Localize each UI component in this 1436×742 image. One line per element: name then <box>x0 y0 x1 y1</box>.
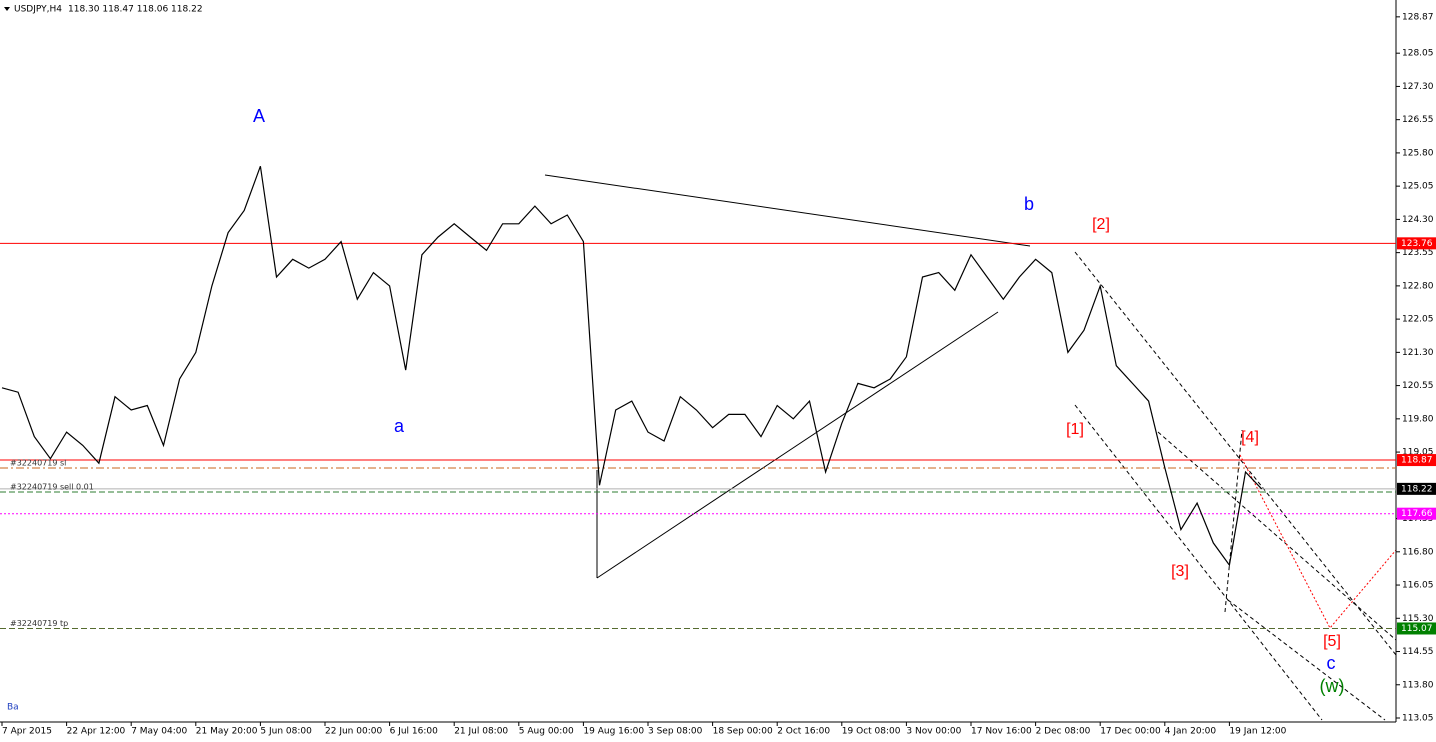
y-tick-label: 114.55 <box>1402 647 1434 657</box>
y-tick-label: 115.30 <box>1402 614 1434 624</box>
y-tick-label: 125.80 <box>1402 148 1434 158</box>
x-tick-label: 19 Aug 16:00 <box>583 727 644 737</box>
y-tick-label: 120.55 <box>1402 381 1434 391</box>
trend-line <box>544 174 1031 247</box>
y-tick-label: 113.80 <box>1402 680 1434 690</box>
price-tag <box>1397 454 1436 467</box>
order-label: #32240719 sl <box>10 459 66 468</box>
x-tick-label: 18 Sep 00:00 <box>713 727 773 737</box>
y-tick-label: 126.55 <box>1402 115 1434 125</box>
y-tick-label: 116.05 <box>1402 581 1434 591</box>
channel-line <box>1157 431 1397 641</box>
trend-line <box>596 311 999 579</box>
x-tick-label: 6 Jul 16:00 <box>390 727 439 737</box>
wave-label: [1] <box>1066 421 1084 438</box>
y-tick-label: 128.05 <box>1402 49 1434 59</box>
header-symbol: USDJPY,H4 <box>14 5 62 15</box>
y-tick-label: 122.05 <box>1402 315 1434 325</box>
drawings <box>544 174 1397 721</box>
wave-label: [2] <box>1092 216 1110 233</box>
wave-label: b <box>1024 194 1034 214</box>
wave-label: a <box>394 416 405 436</box>
menu-arrow <box>4 7 10 11</box>
x-tick-label: 4 Jan 20:00 <box>1165 727 1217 737</box>
wave-label: [4] <box>1241 429 1259 446</box>
price-tag <box>1397 622 1436 635</box>
x-tick-label: 19 Oct 08:00 <box>842 727 901 737</box>
y-tick-label: 121.30 <box>1402 348 1434 358</box>
x-tick-label: 3 Nov 00:00 <box>906 727 961 737</box>
y-tick-label: 116.80 <box>1402 547 1434 557</box>
wave-label: (w) <box>1320 676 1345 696</box>
channel-line <box>1224 429 1243 613</box>
price-tag-label: 117.66 <box>1401 509 1433 519</box>
x-tick-label: 5 Jun 08:00 <box>260 727 312 737</box>
channel-line <box>1227 599 1386 721</box>
y-tick-label: 127.30 <box>1402 82 1434 92</box>
x-tick-label: 22 Jun 00:00 <box>325 727 382 737</box>
y-tick-label: 119.80 <box>1402 414 1434 424</box>
y-tick-label: 119.05 <box>1402 448 1434 458</box>
wave-label: [3] <box>1171 563 1189 580</box>
x-tick-label: 2 Dec 08:00 <box>1036 727 1091 737</box>
x-tick-label: 17 Dec 00:00 <box>1100 727 1161 737</box>
x-tick-label: 17 Nov 16:00 <box>971 727 1032 737</box>
channel-line <box>1074 404 1323 721</box>
corner-text: Ba <box>7 703 19 713</box>
y-tick-label: 125.05 <box>1402 182 1434 192</box>
x-tick-label: 21 Jul 08:00 <box>454 727 508 737</box>
x-tick-label: 5 Aug 00:00 <box>519 727 574 737</box>
y-tick-label: 124.30 <box>1402 215 1434 225</box>
price-tag <box>1397 482 1436 495</box>
wave-label: c <box>1327 653 1336 673</box>
x-tick-label: 19 Jan 12:00 <box>1229 727 1286 737</box>
channel-line <box>1074 251 1397 656</box>
price-tag-label: 118.22 <box>1401 484 1433 494</box>
price-tag <box>1397 507 1436 520</box>
x-tick-label: 3 Sep 08:00 <box>648 727 703 737</box>
wave-label: A <box>253 106 265 126</box>
y-tick-label: 128.87 <box>1402 12 1434 22</box>
price-tag-label: 123.76 <box>1401 239 1433 249</box>
price-tag <box>1397 237 1436 250</box>
x-tick-label: 22 Apr 12:00 <box>67 727 126 737</box>
y-tick-label: 122.80 <box>1402 281 1434 291</box>
price-line <box>1 165 1263 567</box>
order-label: #32240719 sell 0.01 <box>10 482 94 491</box>
wave-label: [5] <box>1323 633 1341 650</box>
projection-line <box>1239 454 1397 629</box>
header-ohlc: 118.30 118.47 118.06 118.22 <box>68 5 203 15</box>
x-tick-label: 2 Oct 16:00 <box>777 727 830 737</box>
x-tick-label: 7 Apr 2015 <box>2 727 52 737</box>
price-tag-label: 118.87 <box>1401 456 1433 466</box>
x-tick-label: 21 May 20:00 <box>196 727 258 737</box>
x-tick-label: 7 May 04:00 <box>131 727 187 737</box>
y-tick-label: 113.05 <box>1402 714 1434 724</box>
order-label: #32240719 tp <box>10 619 68 628</box>
price-tag-label: 115.07 <box>1401 624 1433 634</box>
y-tick-label: 123.55 <box>1402 248 1434 258</box>
